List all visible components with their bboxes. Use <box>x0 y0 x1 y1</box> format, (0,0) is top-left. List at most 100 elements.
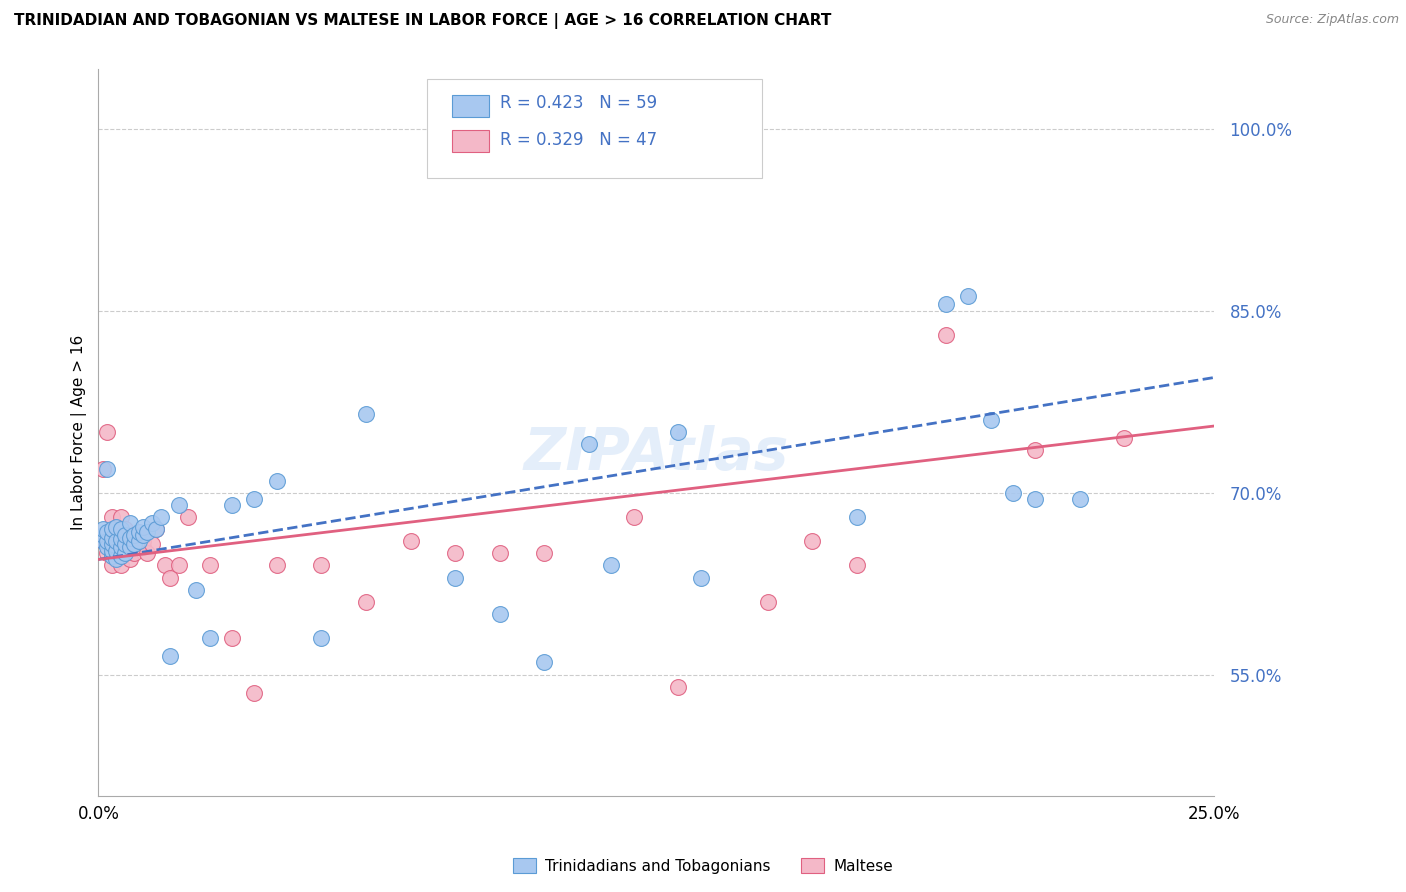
Point <box>243 491 266 506</box>
Point <box>533 656 555 670</box>
Point <box>198 558 221 573</box>
Point <box>354 595 377 609</box>
Point <box>110 510 132 524</box>
Point <box>96 534 118 549</box>
Point <box>96 425 118 439</box>
Point <box>198 631 221 645</box>
Point <box>132 541 155 555</box>
Point <box>132 519 155 533</box>
Point <box>91 534 114 549</box>
Point <box>155 558 177 573</box>
Point <box>221 631 243 645</box>
Point <box>845 558 868 573</box>
Point <box>122 536 145 550</box>
Point <box>91 461 114 475</box>
Point <box>167 558 190 573</box>
Point <box>118 541 141 555</box>
Point <box>100 536 122 550</box>
Point <box>136 546 159 560</box>
Point <box>399 534 422 549</box>
Point <box>689 571 711 585</box>
Point <box>91 528 114 542</box>
Point <box>159 571 181 585</box>
Point <box>122 546 145 560</box>
Point <box>136 524 159 539</box>
Point <box>128 534 150 549</box>
Point <box>489 607 512 621</box>
Point <box>110 546 132 560</box>
Point <box>96 461 118 475</box>
Point <box>623 510 645 524</box>
Point <box>110 532 132 546</box>
Point <box>105 534 128 549</box>
Point <box>114 522 136 536</box>
Point <box>533 546 555 560</box>
Point <box>149 510 172 524</box>
Point <box>266 558 288 573</box>
FancyBboxPatch shape <box>427 79 762 178</box>
Point <box>266 474 288 488</box>
Point <box>105 541 128 555</box>
Point <box>145 522 167 536</box>
Point <box>354 407 377 421</box>
Point <box>756 595 779 609</box>
Point <box>100 558 122 573</box>
Point <box>118 536 141 550</box>
Point <box>118 531 141 545</box>
Point <box>128 528 150 542</box>
Point <box>118 552 141 566</box>
Point <box>128 524 150 539</box>
Point <box>118 516 141 530</box>
Point <box>666 680 689 694</box>
Point <box>132 534 155 549</box>
Point <box>578 437 600 451</box>
Bar <box>451 95 489 117</box>
Point <box>110 558 132 573</box>
Point <box>1001 485 1024 500</box>
Point <box>243 686 266 700</box>
Point <box>96 534 118 549</box>
Point <box>1024 491 1046 506</box>
Point <box>100 549 122 563</box>
Point <box>935 328 957 343</box>
Point <box>100 522 122 536</box>
Point <box>600 558 623 573</box>
Point <box>935 296 957 310</box>
Legend: Trinidadians and Tobagonians, Maltese: Trinidadians and Tobagonians, Maltese <box>508 852 898 880</box>
Point <box>1024 443 1046 458</box>
Point <box>114 536 136 550</box>
Point <box>141 516 163 530</box>
Point <box>100 510 122 524</box>
Point <box>122 528 145 542</box>
Point <box>980 413 1002 427</box>
Point <box>145 522 167 536</box>
Point <box>105 528 128 542</box>
Point <box>167 498 190 512</box>
Point <box>96 546 118 560</box>
Point <box>666 425 689 439</box>
Point <box>91 534 114 549</box>
Point <box>159 649 181 664</box>
Y-axis label: In Labor Force | Age > 16: In Labor Force | Age > 16 <box>72 334 87 530</box>
Point <box>96 541 118 555</box>
Point <box>132 528 155 542</box>
Point <box>957 289 980 303</box>
Point <box>186 582 208 597</box>
Point <box>91 522 114 536</box>
Text: TRINIDADIAN AND TOBAGONIAN VS MALTESE IN LABOR FORCE | AGE > 16 CORRELATION CHAR: TRINIDADIAN AND TOBAGONIAN VS MALTESE IN… <box>14 13 831 29</box>
Text: R = 0.329   N = 47: R = 0.329 N = 47 <box>501 131 657 149</box>
Point <box>444 571 467 585</box>
Point <box>444 546 467 560</box>
Point <box>114 534 136 549</box>
Point <box>105 552 128 566</box>
Bar <box>451 130 489 153</box>
Point <box>110 541 132 555</box>
Point <box>100 531 122 545</box>
Point <box>176 510 198 524</box>
Point <box>96 524 118 539</box>
Point <box>141 536 163 550</box>
Point <box>311 558 333 573</box>
Point <box>845 510 868 524</box>
Text: Source: ZipAtlas.com: Source: ZipAtlas.com <box>1265 13 1399 27</box>
Point <box>105 519 128 533</box>
